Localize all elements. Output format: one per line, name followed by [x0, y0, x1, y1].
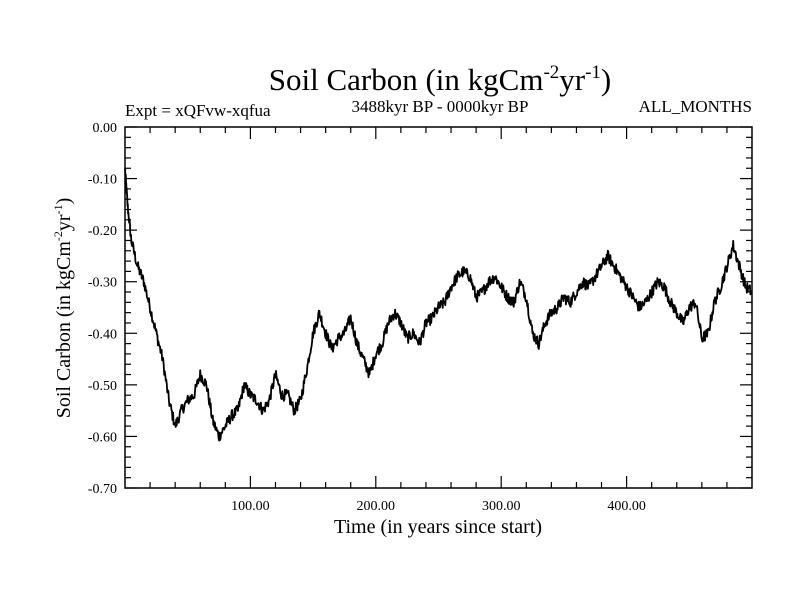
- x-axis-label: Time (in years since start): [334, 516, 542, 538]
- x-axis: 100.00 200.00 300.00 400.00: [149, 127, 728, 514]
- y-axis: 0.00 -0.10 -0.20 -0.30 -0.40 -0.50 -0.60 -0.70: [88, 121, 752, 497]
- x-tick-label: 400.00: [607, 499, 646, 514]
- soil-carbon-series-line: [124, 168, 753, 442]
- months-label: ALL_MONTHS: [639, 97, 752, 116]
- x-tick-label: 300.00: [482, 499, 521, 514]
- y-axis-label: Soil Carbon (in kgCm-2yr-1): [51, 198, 75, 419]
- chart-title: Soil Carbon (in kgCm-2yr-1): [269, 62, 612, 97]
- plot-frame: [124, 126, 753, 489]
- y-tick-label: -0.70: [88, 482, 117, 497]
- y-tick-label: 0.00: [93, 121, 118, 136]
- y-tick-label: -0.60: [88, 430, 117, 445]
- y-tick-label: -0.50: [88, 379, 117, 394]
- y-tick-label: -0.40: [88, 327, 117, 342]
- x-tick-label: 200.00: [357, 499, 396, 514]
- x-tick-label: 100.00: [231, 499, 270, 514]
- y-tick-label: -0.30: [88, 276, 117, 291]
- time-range-label: 3488kyr BP - 0000kyr BP: [352, 97, 529, 116]
- y-tick-label: -0.10: [88, 173, 117, 188]
- y-tick-label: -0.20: [88, 224, 117, 239]
- experiment-label: Expt = xQFvw-xqfua: [125, 101, 271, 120]
